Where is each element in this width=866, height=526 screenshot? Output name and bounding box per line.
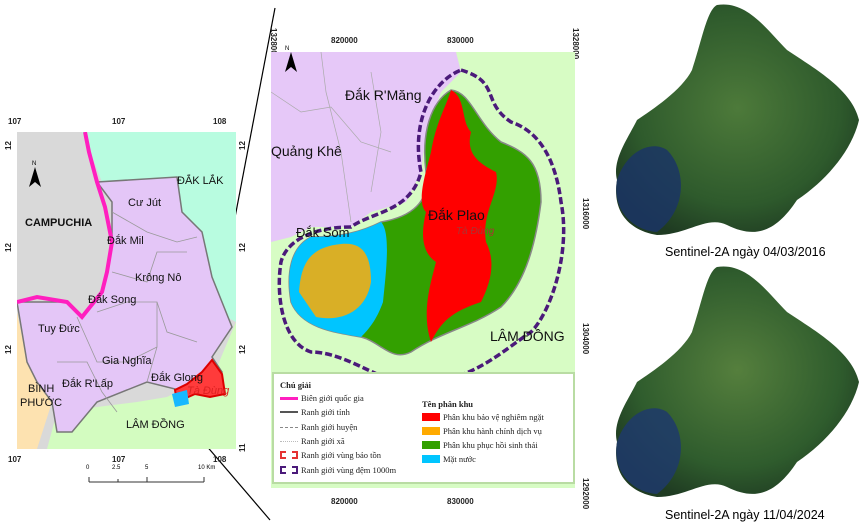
legend-zone: Mặt nước [422,454,476,464]
label-dak-plao: Đắk Plao [428,207,485,223]
lon-tick: 107 [8,455,22,464]
label-lam-dong: LÂM ĐỒNG [126,419,185,431]
satellite-caption: Sentinel-2A ngày 11/04/2024 [665,508,825,522]
lon-tick: 107 [8,117,22,126]
legend-item: Biên giới quốc gia [280,393,364,403]
label-dak-lak: ĐẮK LẮK [177,175,224,187]
lat-tick: 12 [4,345,13,354]
label-ta-dung: Tà Đùng [187,385,230,397]
lon-tick: 107 [112,117,126,126]
label-dak-rlap: Đắk R'Lấp [62,378,114,390]
legend-zone: Phân khu hành chính dịch vụ [422,426,542,436]
lat-tick: 12 [238,345,247,354]
label-dak-rmang: Đắk R'Măng [345,87,422,103]
x-tick: 820000 [331,497,358,506]
label-krong-no: Krông Nô [135,272,182,284]
satellite-caption: Sentinel-2A ngày 04/03/2016 [665,245,826,259]
label-dak-song: Đắk Song [88,294,137,306]
label-tuy-duc: Tuy Đức [38,323,80,335]
lon-tick: 108 [213,455,227,464]
legend-title: Chú giải [280,380,311,390]
map-legend: Chú giải Biên giới quốc gia Ranh giới tỉ… [272,372,575,484]
y-tick: 1304000 [581,323,590,355]
label-quang-khe: Quảng Khê [271,143,342,159]
y-tick: 1292000 [581,478,590,510]
legend-item: Ranh giới huyện [280,422,357,432]
legend-item: Ranh giới xã [280,436,345,446]
label-dak-glong: Đắk Glong [151,372,203,384]
north-arrow-icon [29,167,41,187]
label-lam-dong: LÂM ĐỒNG [490,328,565,344]
scale-label: 2.5 [112,465,121,471]
lat-tick: 12 [4,141,13,150]
lat-tick: 12 [4,243,13,252]
legend-item: Ranh giới tỉnh [280,407,350,417]
scale-label: 10 Km [198,465,216,471]
legend-zone: Phân khu phục hồi sinh thái [422,440,538,450]
legend-item: Ranh giới vùng đệm 1000m [280,465,396,475]
satellite-image-2024 [616,266,859,497]
zones-title: Tên phân khu [422,399,474,409]
legend-zone: Phân khu bảo vệ nghiêm ngặt [422,412,544,422]
label-dak-mil: Đắk Mil [107,235,144,247]
legend-item: Ranh giới vùng bảo tồn [280,450,381,460]
north-arrow-icon [285,52,297,72]
lat-tick: 12 [238,243,247,252]
label-gia-nghia: Gia Nghĩa [102,355,152,367]
label-cu-jut: Cư Jút [128,197,162,209]
scale-bar [88,477,205,483]
scale-label: 0 [86,465,90,471]
label-campuchia: CAMPUCHIA [25,217,93,229]
lon-tick: 108 [213,117,227,126]
scale-label: 5 [145,465,149,471]
x-tick: 830000 [447,36,474,45]
label-ta-dung: Tà Đùng [456,226,495,237]
x-tick: 830000 [447,497,474,506]
lon-tick: 107 [112,455,126,464]
label-binh-phuoc: BÌNH [28,383,55,395]
overview-map: N [17,132,236,449]
x-tick: 820000 [331,36,358,45]
y-tick: 1316000 [581,198,590,230]
label-binh-phuoc: PHƯỚC [20,397,63,409]
north-label: N [285,46,290,52]
lat-tick: 11 [238,443,247,452]
satellite-image-2016 [616,4,859,236]
label-dak-som: Đắk Som [296,225,350,240]
north-label: N [32,161,36,167]
lat-tick: 12 [238,141,247,150]
